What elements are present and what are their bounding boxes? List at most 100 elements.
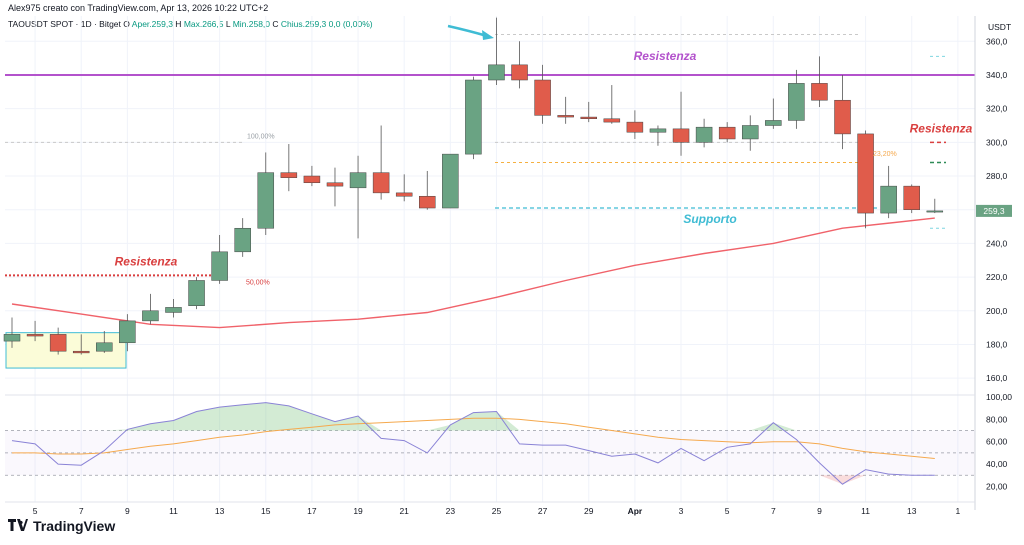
time-tick-label: 7 [79, 506, 84, 516]
time-tick-label: 17 [307, 506, 317, 516]
moving-average-line [11, 217, 935, 329]
candle [280, 144, 298, 192]
resistance-label-upper: Resistenza [910, 121, 973, 135]
candle-body [741, 125, 759, 140]
candle [395, 174, 413, 202]
time-tick-label: 3 [679, 506, 684, 516]
candle [488, 17, 505, 86]
candle [741, 115, 759, 151]
candle-body [672, 128, 690, 143]
time-tick-label: 29 [584, 506, 594, 516]
candle-body [372, 172, 390, 194]
candle [326, 167, 344, 207]
low-value: Min.258,0 [232, 19, 271, 29]
resistance-label-lower: Resistenza [115, 254, 178, 268]
arrow-head [482, 30, 494, 40]
candle [211, 234, 228, 284]
time-tick-label: 19 [353, 506, 363, 516]
time-tick-label: 21 [399, 506, 409, 516]
candle [649, 125, 667, 146]
brand-footer: TradingView [8, 518, 115, 534]
price-tick-label: 200,0 [986, 306, 1008, 316]
annotation-layer: Resistenza Resistenza Supporto Resistenza 10… [115, 24, 973, 286]
support-label: Supporto [683, 212, 736, 226]
candle [303, 165, 321, 187]
time-tick-label: 23 [446, 506, 456, 516]
symbol-legend: TAOUSDT SPOT · 1D · Bitget O Aper.259,3 … [8, 19, 373, 29]
candle [419, 170, 436, 210]
candle [765, 98, 782, 129]
open-label: O [123, 19, 130, 29]
rsi-layer [11, 402, 935, 485]
candle [811, 56, 828, 107]
resistance-label-main: Resistenza [634, 49, 697, 63]
close-label: C [272, 19, 279, 29]
last-price-tag [976, 204, 1012, 217]
candle [695, 118, 713, 148]
currency-label: USDT [988, 22, 1011, 32]
candle-body [3, 334, 21, 342]
change-value: 0,0 (0,00%) [328, 19, 373, 29]
time-tick-label: 1 [956, 506, 961, 516]
time-tick-label: Apr [628, 506, 643, 516]
candle [257, 152, 275, 235]
candle-body [419, 195, 436, 209]
time-tick-label: 27 [538, 506, 548, 516]
candle [534, 64, 551, 124]
rsi-tick-label: 20,00 [986, 481, 1008, 491]
candle-body [534, 79, 551, 116]
arrow-annotation [447, 24, 488, 38]
rsi-grid [5, 430, 975, 476]
candle [165, 298, 182, 318]
rsi-tick-label: 100,00 [986, 392, 1012, 402]
close-value: Chius.259,3 [280, 19, 327, 29]
candle [903, 184, 920, 214]
symbol-name[interactable]: TAOUSDT SPOT · 1D · Bitget [8, 19, 121, 29]
rsi-ma-line [12, 417, 935, 459]
time-tick-label: 5 [725, 506, 730, 516]
open-value: Aper.259,3 [131, 19, 173, 29]
candle [3, 317, 21, 348]
fib-label: 100,00% [247, 133, 275, 140]
candle-body [511, 64, 528, 81]
candle-body [349, 172, 367, 189]
high-label: H [175, 19, 182, 29]
brand-name: TradingView [33, 518, 116, 534]
candle-body [26, 334, 44, 337]
candle [372, 125, 390, 200]
candle [580, 101, 597, 123]
candle [788, 69, 805, 129]
candle [626, 110, 644, 139]
price-tick-label: 300,0 [986, 137, 1008, 147]
candle-body [488, 64, 505, 81]
candle [465, 76, 482, 160]
candle [26, 320, 44, 342]
price-tick-label: 280,0 [986, 171, 1008, 181]
time-tick-label: 15 [261, 506, 271, 516]
chart-header: Alex975 creato con TradingView.com, Apr … [8, 3, 269, 13]
candle [926, 198, 944, 214]
candle [603, 85, 621, 124]
candle-body [234, 227, 251, 253]
candle-body [442, 153, 459, 209]
candle [511, 41, 528, 89]
candle [672, 91, 690, 156]
candle [880, 165, 897, 219]
candle-body [49, 334, 67, 352]
high-value: Max.266,5 [183, 19, 224, 29]
rsi-overbought-fill [12, 402, 935, 431]
candle-body [326, 182, 344, 187]
candle [234, 218, 251, 257]
candle-body [211, 251, 228, 281]
price-tick-label: 320,0 [986, 104, 1008, 114]
candle-body [280, 172, 298, 178]
candle [349, 155, 367, 239]
candle-body [119, 320, 136, 344]
candle-body [142, 310, 159, 322]
candle-body [626, 121, 644, 133]
low-label: L [225, 19, 231, 29]
time-tick-label: 9 [125, 506, 130, 516]
candle [142, 293, 159, 325]
price-tick-label: 160,0 [986, 373, 1008, 383]
